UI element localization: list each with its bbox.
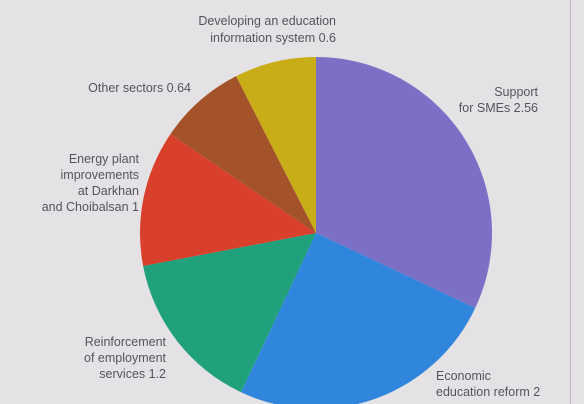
slice-label-3: Reinforcement of employment services 1.2 xyxy=(84,335,167,381)
slice-label-2: Economic education reform 2 xyxy=(436,369,540,399)
pie-slice-2 xyxy=(241,233,476,404)
slice-label-4: Energy plant improvements at Darkhan and Ch… xyxy=(42,152,140,214)
pie-slice-5 xyxy=(170,76,316,234)
pie-slice-1 xyxy=(316,57,493,308)
slice-label-6: Developing an education information syste… xyxy=(198,14,336,45)
slice-label-1: Support for SMEs 2.56 xyxy=(459,85,539,115)
pie-slice-6 xyxy=(236,57,316,233)
pie-slice-3 xyxy=(143,233,316,393)
right-border-line xyxy=(570,0,571,404)
pie-slice-4 xyxy=(140,134,316,266)
slice-label-5: Other sectors 0.64 xyxy=(88,81,191,95)
